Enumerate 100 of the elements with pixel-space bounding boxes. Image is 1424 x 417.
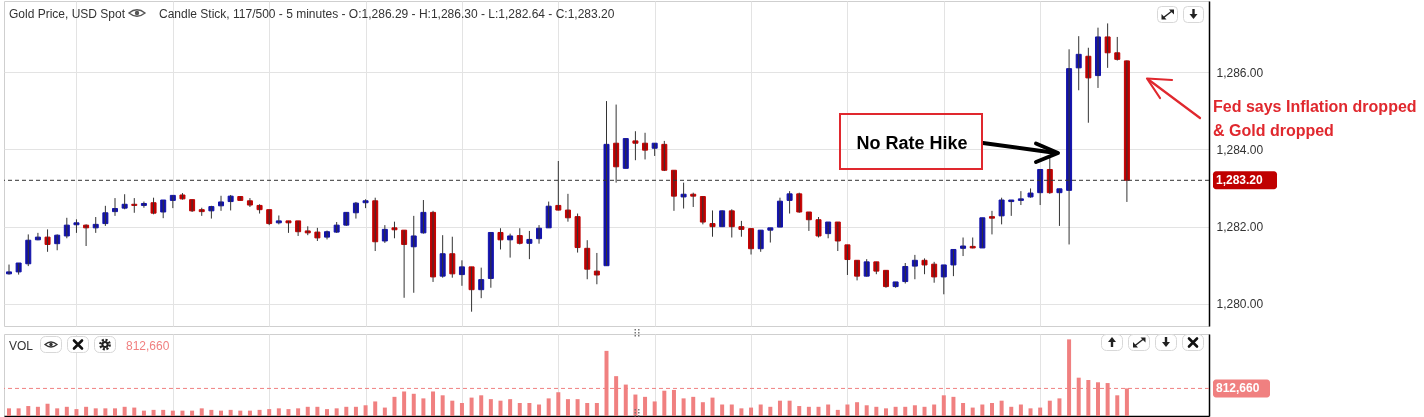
bar: [296, 408, 301, 416]
candlestick: [844, 244, 851, 276]
bar: [941, 395, 946, 416]
bar: [84, 406, 89, 416]
candlestick: [709, 209, 716, 238]
bar: [373, 401, 378, 416]
bar: [431, 391, 436, 416]
candlestick: [526, 230, 533, 260]
bar: [864, 405, 869, 416]
bar: [1057, 398, 1062, 416]
candlestick: [121, 193, 128, 210]
candlestick: [979, 217, 986, 249]
bar: [758, 404, 763, 416]
bar: [209, 409, 214, 416]
ref-line-label: 1,283.20: [1216, 173, 1264, 188]
candlestick: [892, 281, 899, 289]
bar: [113, 408, 118, 416]
bar: [151, 409, 156, 416]
candlestick: [815, 216, 822, 238]
bar: [228, 409, 233, 416]
bar: [132, 407, 137, 416]
candlestick: [786, 190, 793, 215]
bar: [951, 396, 956, 416]
bar: [411, 393, 416, 416]
bar: [537, 404, 542, 416]
bar: [720, 404, 725, 416]
candlestick: [179, 192, 186, 201]
candlestick: [1008, 199, 1015, 217]
candlestick: [940, 264, 947, 295]
bar: [729, 404, 734, 416]
candlestick: [574, 213, 581, 254]
bar: [835, 409, 840, 416]
bar: [7, 408, 11, 416]
bar: [238, 410, 243, 416]
candlestick: [420, 199, 427, 235]
bar: [141, 410, 146, 416]
candlestick: [304, 225, 311, 236]
bar: [527, 402, 532, 416]
bar: [459, 402, 464, 416]
candlestick: [767, 227, 774, 244]
bar: [170, 410, 175, 416]
bar: [855, 402, 860, 416]
bar: [912, 405, 917, 416]
candlestick: [950, 248, 957, 277]
bar: [479, 395, 484, 416]
bar: [267, 409, 272, 416]
candlestick: [208, 205, 215, 220]
bar: [334, 408, 339, 416]
bar: [893, 406, 898, 416]
candlestick: [44, 228, 51, 253]
bar: [508, 399, 513, 416]
bar: [325, 409, 330, 416]
candlestick: [1027, 187, 1034, 199]
bar: [797, 406, 802, 416]
bar: [1038, 407, 1043, 416]
bar: [103, 408, 108, 416]
bar: [970, 407, 975, 416]
text: 812,660: [1216, 381, 1260, 396]
candlestick: [497, 227, 504, 250]
candlestick: [998, 197, 1005, 225]
bar: [816, 406, 821, 416]
bar: [35, 406, 40, 416]
bar: [883, 408, 888, 416]
bar: [922, 406, 927, 416]
bar: [556, 392, 561, 416]
bar: [777, 400, 782, 416]
bar: [45, 403, 50, 416]
bar: [199, 408, 204, 416]
bar: [845, 404, 850, 416]
bar: [488, 399, 493, 416]
bar: [546, 398, 551, 416]
bar: [16, 408, 21, 416]
bar: [26, 406, 31, 416]
candlestick: [1085, 47, 1092, 124]
annotation: 812,660: [126, 339, 170, 353]
text: Gold Price, USD Spot: [9, 7, 126, 21]
candlestick: [873, 261, 880, 275]
bar: [286, 409, 291, 416]
bar: [1028, 408, 1033, 416]
bar: [739, 408, 744, 416]
bar: [469, 397, 474, 416]
bar: [903, 406, 908, 416]
bar: [180, 410, 185, 416]
bar: [498, 400, 503, 416]
bar: [190, 410, 195, 416]
candlestick: [160, 199, 167, 219]
bar: [594, 402, 599, 416]
bar: [305, 406, 310, 416]
bar: [787, 400, 792, 416]
bar: [392, 396, 397, 416]
bar: [402, 391, 407, 416]
bar: [565, 399, 570, 416]
candlestick: [314, 227, 321, 242]
candlestick: [73, 218, 80, 234]
bar: [691, 396, 696, 416]
bar: [989, 402, 994, 416]
chart-title: VOL: [9, 339, 34, 353]
bar: [93, 408, 98, 416]
candlestick: [256, 203, 263, 215]
candlestick: [738, 220, 745, 238]
